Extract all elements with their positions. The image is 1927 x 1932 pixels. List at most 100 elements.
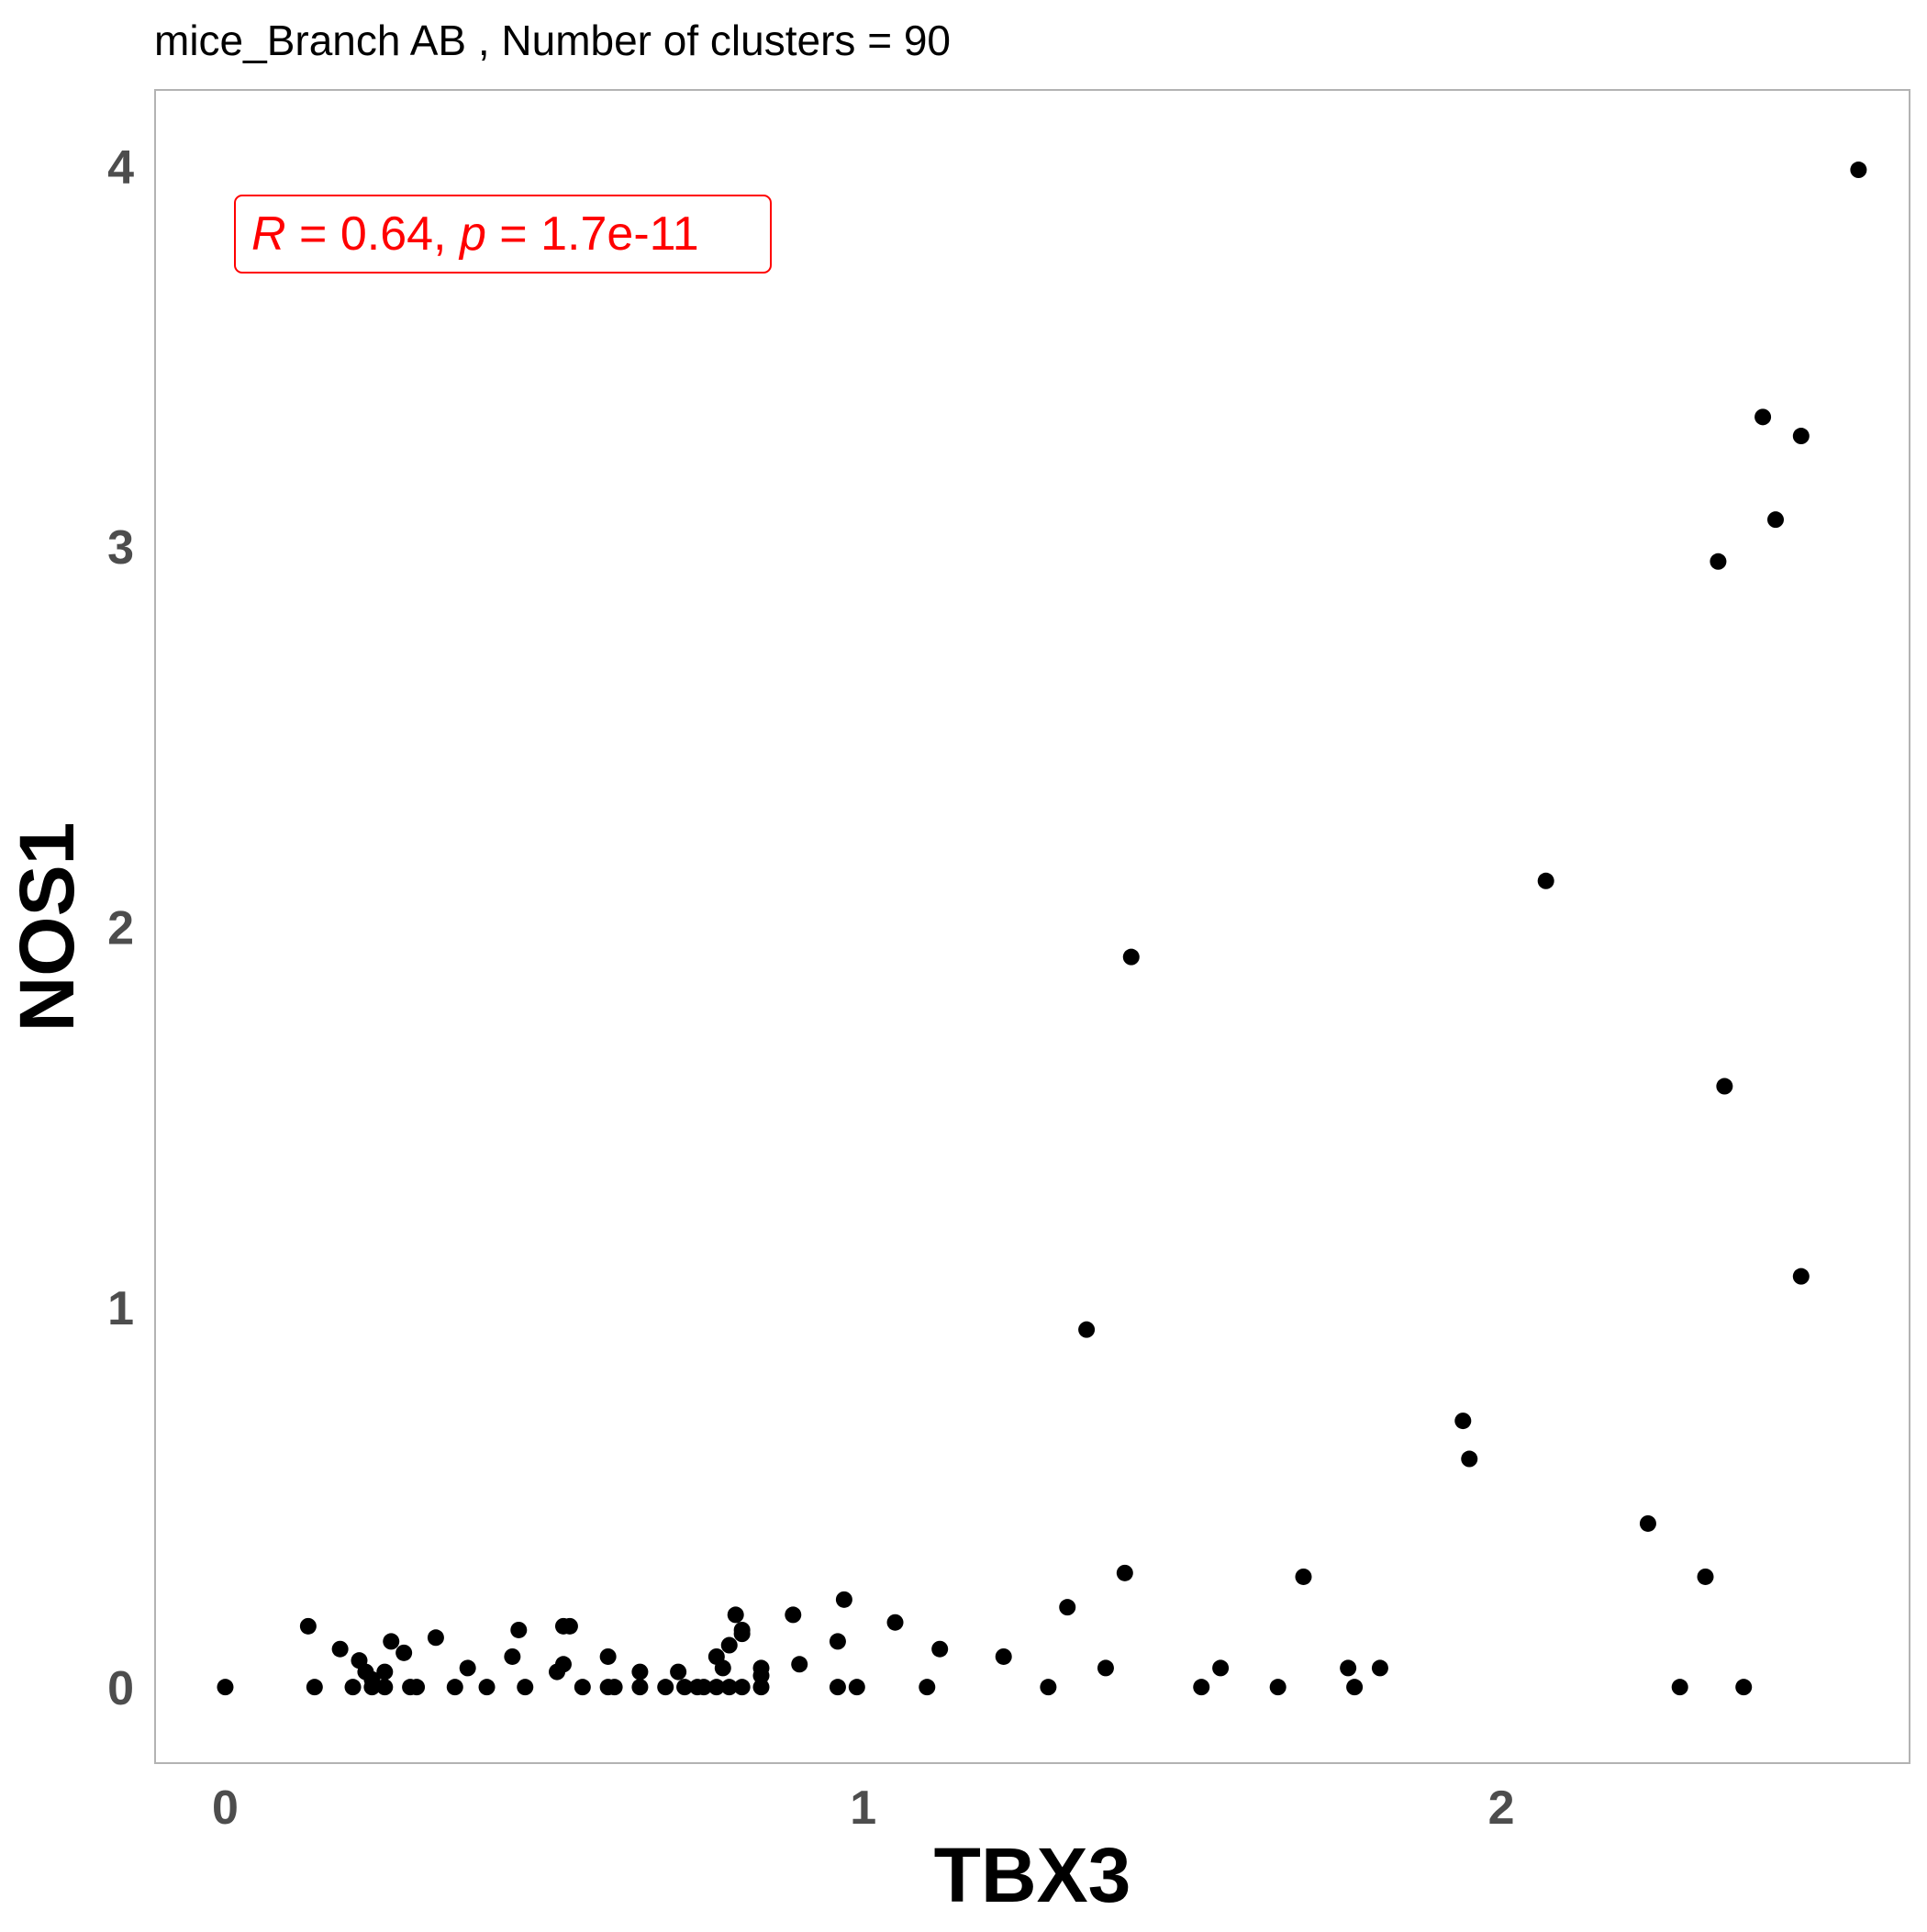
- data-point: [714, 1659, 731, 1677]
- data-point: [408, 1679, 426, 1696]
- data-point: [1295, 1568, 1312, 1585]
- data-point: [707, 1679, 725, 1696]
- data-point: [752, 1667, 770, 1684]
- data-point: [829, 1633, 846, 1650]
- y-axis-title: NOS1: [4, 822, 90, 1033]
- correlation-annotation: R = 0.64, p = 1.7e-11: [234, 195, 772, 274]
- data-point: [631, 1679, 649, 1696]
- data-point: [1059, 1599, 1076, 1616]
- data-point: [733, 1625, 751, 1643]
- data-point: [1040, 1679, 1057, 1696]
- data-point: [720, 1679, 738, 1696]
- data-points: [217, 162, 1867, 1696]
- y-tick-label: 4: [107, 141, 134, 195]
- data-point: [829, 1679, 846, 1696]
- data-point: [606, 1679, 623, 1696]
- data-point: [727, 1606, 744, 1624]
- data-point: [217, 1679, 234, 1696]
- p-symbol: p: [458, 207, 486, 261]
- data-point: [752, 1679, 770, 1696]
- data-point: [510, 1621, 528, 1638]
- y-axis-ticks: 0 1 2 3 4: [107, 141, 134, 1715]
- data-point: [1193, 1679, 1210, 1696]
- data-point: [631, 1663, 649, 1681]
- data-point: [459, 1659, 476, 1677]
- data-point: [1116, 1564, 1133, 1581]
- plot-panel-border: [154, 89, 1910, 1764]
- data-point: [1078, 1321, 1096, 1338]
- data-point: [574, 1679, 591, 1696]
- data-point: [791, 1656, 808, 1673]
- data-point: [446, 1679, 463, 1696]
- data-point: [1697, 1568, 1714, 1585]
- data-point: [919, 1679, 936, 1696]
- data-point: [1537, 872, 1554, 889]
- data-point: [554, 1656, 572, 1673]
- data-point: [376, 1663, 394, 1681]
- data-point: [670, 1663, 687, 1681]
- x-tick-label: 0: [212, 1781, 239, 1835]
- data-point: [1792, 1268, 1810, 1285]
- data-point: [733, 1679, 751, 1696]
- y-tick-label: 3: [107, 521, 134, 575]
- data-point: [1710, 553, 1727, 570]
- data-point: [1212, 1659, 1230, 1677]
- x-axis-ticks: 0 1 2: [212, 1781, 1514, 1835]
- data-point: [1122, 948, 1140, 966]
- data-point: [848, 1679, 865, 1696]
- data-point: [1097, 1659, 1114, 1677]
- data-point: [561, 1617, 578, 1635]
- correlation-text: R = 0.64, p = 1.7e-11: [251, 207, 699, 261]
- data-point: [1792, 428, 1810, 445]
- data-point: [1639, 1514, 1656, 1532]
- data-point: [306, 1679, 323, 1696]
- data-point: [1454, 1413, 1472, 1430]
- y-tick-label: 2: [107, 902, 134, 955]
- data-point: [785, 1606, 802, 1624]
- data-point: [1671, 1679, 1688, 1696]
- y-tick-label: 0: [107, 1662, 134, 1715]
- data-point: [331, 1640, 349, 1658]
- data-point: [1754, 408, 1772, 426]
- data-point: [1735, 1679, 1753, 1696]
- data-point: [1340, 1659, 1357, 1677]
- data-point: [835, 1591, 852, 1608]
- data-point: [383, 1633, 400, 1650]
- r-value: = 0.64,: [286, 207, 460, 261]
- data-point: [931, 1640, 949, 1658]
- correlation-box: [234, 195, 772, 274]
- x-tick-label: 1: [850, 1781, 876, 1835]
- data-point: [363, 1679, 381, 1696]
- data-point: [1850, 162, 1867, 179]
- data-point: [1461, 1450, 1478, 1468]
- data-point: [720, 1636, 738, 1654]
- data-point: [376, 1679, 394, 1696]
- y-tick-label: 1: [107, 1282, 134, 1335]
- data-point: [1269, 1679, 1287, 1696]
- data-point: [504, 1647, 521, 1665]
- r-symbol: R: [251, 207, 286, 261]
- data-point: [695, 1679, 712, 1696]
- chart-title: mice_Branch AB , Number of clusters = 90: [154, 17, 951, 64]
- data-point: [299, 1617, 317, 1635]
- data-point: [886, 1614, 904, 1631]
- data-point: [517, 1679, 534, 1696]
- x-tick-label: 2: [1488, 1781, 1515, 1835]
- data-point: [1346, 1679, 1364, 1696]
- data-point: [1716, 1078, 1733, 1095]
- data-point: [676, 1679, 694, 1696]
- data-point: [657, 1679, 674, 1696]
- data-point: [1766, 511, 1784, 529]
- x-axis-title: TBX3: [934, 1832, 1131, 1918]
- data-point: [995, 1647, 1012, 1665]
- data-point: [599, 1647, 617, 1665]
- data-point: [427, 1629, 444, 1647]
- data-point: [395, 1644, 413, 1661]
- data-point: [344, 1679, 362, 1696]
- data-point: [1371, 1659, 1388, 1677]
- p-value: = 1.7e-11: [486, 207, 699, 261]
- data-point: [478, 1679, 496, 1696]
